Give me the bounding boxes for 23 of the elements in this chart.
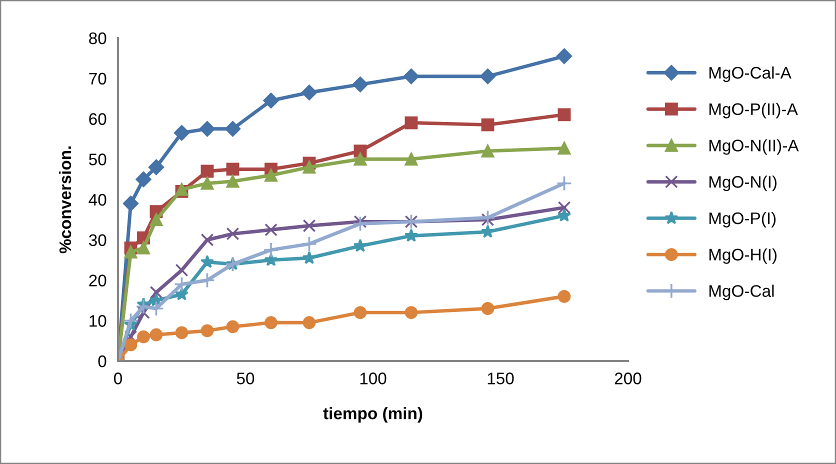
legend-label: MgO-Cal — [709, 284, 774, 300]
legend-label: MgO-Cal-A — [709, 66, 792, 82]
x-tick-label: 0 — [114, 372, 122, 384]
legend-label: MgO-H(I) — [709, 248, 776, 264]
y-tick-label: 30 — [88, 234, 106, 246]
legend-label: MgO-P(I) — [709, 212, 776, 228]
x-axis-title: tiempo (min) — [323, 407, 422, 423]
y-axis-title: %conversion. — [58, 146, 72, 254]
legend-label: MgO-N(I) — [709, 176, 776, 192]
y-tick-label: 70 — [89, 72, 106, 85]
x-tick-label: 200 — [614, 372, 642, 384]
y-tick-label: 80 — [89, 32, 106, 44]
legend-label: MgO-P(II)-A — [709, 102, 798, 118]
y-tick-label: 40 — [88, 194, 106, 206]
y-tick-label: 60 — [89, 113, 106, 125]
y-tick-label: 50 — [89, 154, 106, 166]
x-tick-label: 100 — [360, 372, 386, 384]
x-tick-label: 150 — [488, 372, 514, 384]
legend-label: MgO-N(II)-A — [709, 139, 799, 155]
x-tick-label: 50 — [236, 372, 254, 384]
y-tick-label: 0 — [98, 355, 106, 368]
y-tick-label: 10 — [90, 315, 106, 327]
y-tick-label: 20 — [89, 274, 106, 286]
